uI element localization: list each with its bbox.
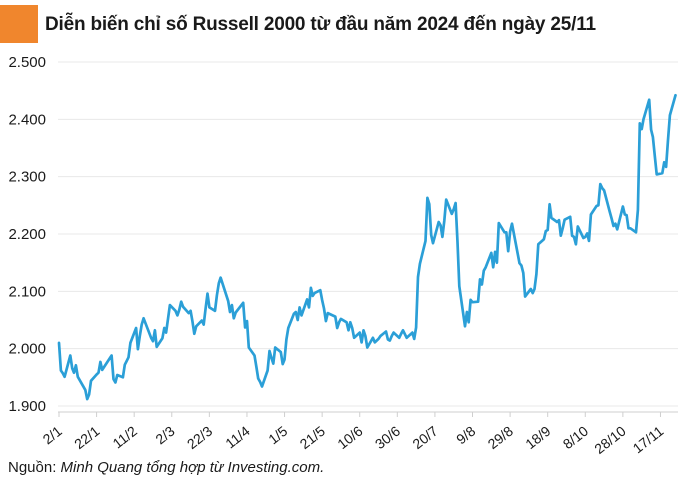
y-axis-tick-label: 2.400	[8, 111, 46, 128]
x-axis-tick-label: 18/9	[522, 423, 553, 453]
y-axis-tick-label: 2.200	[8, 226, 46, 243]
chart-title: Diễn biến chỉ số Russell 2000 từ đầu năm…	[45, 14, 596, 35]
source-text: Minh Quang tổng hợp từ Investing.com.	[56, 459, 325, 476]
x-axis-tick-label: 29/8	[485, 423, 516, 453]
source-label: Nguồn:	[8, 459, 57, 476]
x-axis-tick-label: 2/3	[152, 423, 177, 448]
x-axis-tick-label: 17/11	[630, 423, 667, 457]
x-axis-tick-label: 22/1	[71, 423, 102, 453]
y-axis-tick-label: 2.100	[8, 283, 46, 300]
y-axis-tick-label: 2.000	[8, 341, 46, 358]
x-axis-tick-label: 1/5	[265, 423, 290, 448]
source-note: Nguồn: Minh Quang tổng hợp từ Investing.…	[8, 459, 324, 476]
x-axis-tick-label: 9/8	[453, 423, 478, 448]
russell-2000-price-line	[57, 93, 677, 401]
y-axis-tick-label: 1.900	[8, 398, 46, 415]
x-axis-tick-label: 11/2	[110, 423, 141, 452]
x-axis-tick-label: 20/7	[409, 423, 440, 453]
x-axis-tick-label: 28/10	[591, 423, 629, 457]
x-axis-tick-label: 11/4	[222, 423, 253, 452]
x-axis-tick-label: 22/3	[184, 423, 215, 453]
x-axis-tick-label: 8/10	[560, 423, 591, 453]
y-axis-tick-label: 2.300	[8, 169, 46, 186]
accent-square	[0, 5, 38, 43]
x-axis-tick-label: 2/1	[40, 423, 65, 448]
y-axis-tick-label: 2.500	[8, 54, 46, 71]
x-axis-tick-label: 21/5	[297, 423, 328, 453]
x-axis-tick-label: 10/6	[334, 423, 365, 453]
chart-header: Diễn biến chỉ số Russell 2000 từ đầu năm…	[0, 0, 700, 50]
x-axis-tick-label: 30/6	[372, 423, 403, 453]
